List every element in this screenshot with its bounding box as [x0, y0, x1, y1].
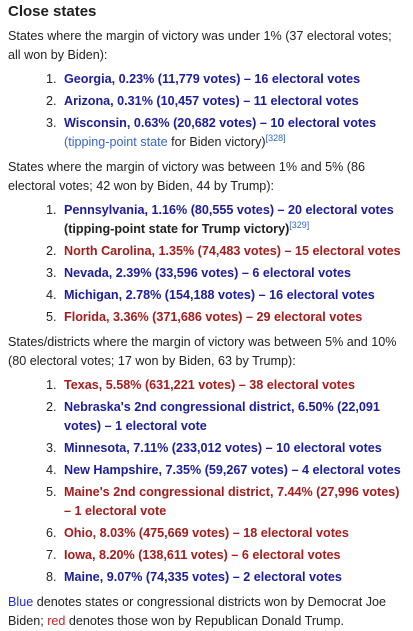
result-item: Minnesota, 7.11% (233,012 votes) – 10 el…: [60, 439, 405, 458]
result-text: Ohio, 8.03% (475,669 votes) – 18 elector…: [64, 526, 349, 540]
result-text: Nevada, 2.39% (33,596 votes) – 6 elector…: [64, 266, 352, 280]
result-text: New Hampshire, 7.35% (59,267 votes) – 4 …: [64, 463, 401, 477]
result-item: Georgia, 0.23% (11,779 votes) – 16 elect…: [60, 70, 405, 89]
result-text: Wisconsin, 0.63% (20,682 votes) – 10 ele…: [64, 116, 377, 130]
intro-text: States where the margin of victory was u…: [8, 29, 392, 62]
result-text: Minnesota, 7.11% (233,012 votes) – 10 el…: [64, 441, 382, 455]
section-title: Close states: [8, 3, 97, 20]
color-word: red: [47, 614, 66, 628]
color-word: Blue: [8, 595, 34, 609]
result-text: Michigan, 2.78% (154,188 votes) – 16 ele…: [64, 288, 375, 302]
result-text: North Carolina, 1.35% (74,483 votes) – 1…: [64, 244, 401, 258]
result-item: Ohio, 8.03% (475,669 votes) – 18 elector…: [60, 524, 405, 543]
result-item: Maine, 9.07% (74,335 votes) – 2 electora…: [60, 568, 405, 587]
result-item: Pennsylvania, 1.16% (80,555 votes) – 20 …: [60, 201, 405, 239]
result-item: Wisconsin, 0.63% (20,682 votes) – 10 ele…: [60, 114, 405, 152]
result-list: Texas, 5.58% (631,221 votes) – 38 electo…: [8, 376, 405, 587]
result-text: Pennsylvania, 1.16% (80,555 votes) – 20 …: [64, 203, 394, 217]
result-item: Nebraska's 2nd congressional district, 6…: [60, 398, 405, 436]
legend-note: Blue denotes states or congressional dis…: [8, 593, 405, 631]
result-item: Iowa, 8.20% (138,611 votes) – 6 electora…: [60, 546, 405, 565]
tipping-point-link[interactable]: (tipping-point state: [64, 135, 168, 149]
page: Close states States where the margin of …: [0, 0, 413, 600]
result-text: Maine's 2nd congressional district, 7.44…: [64, 485, 400, 518]
result-list: Pennsylvania, 1.16% (80,555 votes) – 20 …: [8, 201, 405, 327]
result-text: Arizona, 0.31% (10,457 votes) – 11 elect…: [64, 94, 359, 108]
result-item: Florida, 3.36% (371,686 votes) – 29 elec…: [60, 308, 405, 327]
result-text: Florida, 3.36% (371,686 votes) – 29 elec…: [64, 310, 363, 324]
reference[interactable]: [328]: [266, 133, 286, 143]
note-text: for Biden victory): [167, 135, 266, 149]
note-text: (tipping-point state for Trump victory): [64, 222, 290, 236]
reference-link[interactable]: [329]: [289, 219, 310, 230]
result-text: Texas, 5.58% (631,221 votes) – 38 electo…: [64, 378, 355, 392]
result-item: New Hampshire, 7.35% (59,267 votes) – 4 …: [60, 461, 405, 480]
intro-text: States where the margin of victory was b…: [8, 160, 366, 193]
reference[interactable]: [329]: [289, 220, 309, 230]
legend-text: denotes those won by Republican Donald T…: [65, 614, 345, 628]
result-text: Iowa, 8.20% (138,611 votes) – 6 electora…: [64, 548, 341, 562]
result-item: Arizona, 0.31% (10,457 votes) – 11 elect…: [60, 92, 405, 111]
reference-link[interactable]: [328]: [265, 132, 286, 143]
result-item: Michigan, 2.78% (154,188 votes) – 16 ele…: [60, 286, 405, 305]
result-text: Maine, 9.07% (74,335 votes) – 2 electora…: [64, 570, 342, 584]
result-text: Nebraska's 2nd congressional district, 6…: [64, 400, 380, 433]
result-item: Texas, 5.58% (631,221 votes) – 38 electo…: [60, 376, 405, 395]
result-list: Georgia, 0.23% (11,779 votes) – 16 elect…: [8, 70, 405, 152]
result-item: Maine's 2nd congressional district, 7.44…: [60, 483, 405, 521]
result-item: Nevada, 2.39% (33,596 votes) – 6 elector…: [60, 264, 405, 283]
result-text: Georgia, 0.23% (11,779 votes) – 16 elect…: [64, 72, 361, 86]
intro-text: States/districts where the margin of vic…: [8, 335, 397, 368]
result-item: North Carolina, 1.35% (74,483 votes) – 1…: [60, 242, 405, 261]
